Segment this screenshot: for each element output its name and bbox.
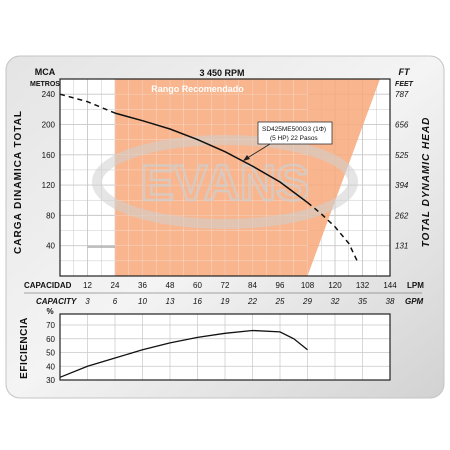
efficiency-curve bbox=[59, 329, 308, 378]
main-plot-frame bbox=[59, 78, 391, 277]
x-axis-gpm-label: CAPACITY bbox=[36, 297, 77, 306]
efficiency-unit: % bbox=[46, 307, 53, 316]
head-curve-segment-2 bbox=[114, 112, 308, 204]
x-gpm-tick: 3 bbox=[85, 297, 90, 306]
x-gpm-tick: 38 bbox=[386, 297, 395, 306]
x-gpm-tick: 6 bbox=[113, 297, 118, 306]
head-curve bbox=[59, 93, 359, 263]
model-detail: (5 HP) 22 Pasos bbox=[270, 135, 318, 142]
model-label: SD425ME500G3 (1Φ) bbox=[262, 126, 326, 133]
eff-y-tick: 70 bbox=[46, 321, 55, 330]
head-curve-segment-3 bbox=[307, 201, 359, 263]
x-lpm-tick: 72 bbox=[221, 281, 230, 290]
x-gpm-tick: 13 bbox=[166, 297, 175, 306]
y-left-tick: 40 bbox=[46, 242, 55, 251]
y-right-tick: 394 bbox=[395, 181, 409, 190]
y-right-unit: FT bbox=[399, 67, 411, 77]
x-gpm-tick: 29 bbox=[302, 297, 312, 306]
x-gpm-tick: 22 bbox=[247, 297, 257, 306]
recommended-range-label: Rango Recomendado bbox=[151, 84, 244, 94]
x-axis-lpm-row: CAPACIDAD LPM 12 24 36 48 60 72 84 96 108 120 132 1… bbox=[24, 281, 424, 290]
x-lpm-tick: 120 bbox=[328, 281, 342, 290]
eff-y-tick: 60 bbox=[46, 335, 55, 344]
efficiency-plot-frame bbox=[59, 313, 391, 381]
eff-y-tick: 40 bbox=[46, 362, 55, 371]
x-gpm-tick-labels: 3 6 10 13 16 19 22 25 29 32 35 38 bbox=[85, 297, 395, 306]
watermark-ellipse bbox=[92, 135, 358, 229]
x-lpm-tick: 36 bbox=[138, 281, 147, 290]
efficiency-axis-title: EFICIENCIA bbox=[19, 317, 30, 379]
x-axis-lpm-unit: LPM bbox=[407, 281, 424, 290]
y-left-tick: 160 bbox=[42, 151, 56, 160]
y-right-tick: 262 bbox=[394, 211, 409, 220]
y-left-unit-2: METROS bbox=[30, 81, 60, 88]
y-left-unit: MCA bbox=[35, 67, 56, 77]
x-axis-gpm-unit: GPM bbox=[405, 297, 424, 306]
x-gpm-tick: 16 bbox=[193, 297, 202, 306]
eff-y-tick: 50 bbox=[46, 349, 55, 358]
x-lpm-tick: 48 bbox=[166, 281, 175, 290]
y-left-tick: 240 bbox=[42, 90, 56, 99]
x-lpm-tick: 144 bbox=[383, 281, 397, 290]
y-right-unit-2: FEET bbox=[395, 81, 414, 88]
x-lpm-tick: 12 bbox=[83, 281, 92, 290]
y-right-tick: 525 bbox=[395, 151, 409, 160]
efficiency-line bbox=[59, 329, 308, 378]
x-gpm-tick: 19 bbox=[221, 297, 230, 306]
x-lpm-tick: 132 bbox=[356, 281, 370, 290]
y-left-axis-title: CARGA DINAMICA TOTAL bbox=[13, 110, 24, 254]
x-axis-lpm-label: CAPACIDAD bbox=[24, 281, 72, 290]
x-gpm-tick: 10 bbox=[138, 297, 147, 306]
x-lpm-tick: 108 bbox=[301, 281, 315, 290]
evans-watermark: EVANS bbox=[92, 135, 358, 229]
x-lpm-tick-labels: 12 24 36 48 60 72 84 96 108 120 132 144 bbox=[83, 281, 397, 290]
y-right-tick-labels: 131 262 394 525 656 787 bbox=[394, 90, 409, 250]
chart-title: 3 450 RPM bbox=[199, 68, 244, 78]
y-left-tick: 120 bbox=[42, 181, 56, 190]
efficiency-grid bbox=[59, 314, 391, 381]
x-axis-gpm-row: CAPACITY GPM 3 6 10 13 16 19 22 25 29 32 35 38 bbox=[36, 297, 424, 306]
x-gpm-tick: 25 bbox=[275, 297, 285, 306]
y-right-axis-title: TOTAL DYNAMIC HEAD bbox=[421, 117, 432, 248]
x-lpm-tick: 60 bbox=[193, 281, 202, 290]
y-right-tick: 656 bbox=[395, 121, 409, 130]
efficiency-tick-labels: 30 40 50 60 70 bbox=[46, 321, 55, 385]
x-lpm-tick: 84 bbox=[248, 281, 257, 290]
x-gpm-tick: 35 bbox=[358, 297, 367, 306]
head-curve-segment-1 bbox=[59, 93, 116, 114]
y-left-tick-labels: 40 80 120 160 200 240 bbox=[42, 90, 56, 251]
model-annotation: SD425ME500G3 (1Φ) (5 HP) 22 Pasos bbox=[243, 121, 333, 161]
x-gpm-tick: 32 bbox=[331, 297, 340, 306]
eff-y-tick: 30 bbox=[46, 376, 55, 385]
y-right-tick: 131 bbox=[395, 242, 408, 251]
watermark-text: EVANS bbox=[141, 155, 310, 211]
x-lpm-tick: 96 bbox=[276, 281, 285, 290]
y-right-tick: 787 bbox=[395, 90, 409, 99]
x-lpm-tick: 24 bbox=[111, 281, 120, 290]
y-left-tick: 80 bbox=[46, 211, 55, 220]
y-left-tick: 200 bbox=[42, 120, 56, 129]
